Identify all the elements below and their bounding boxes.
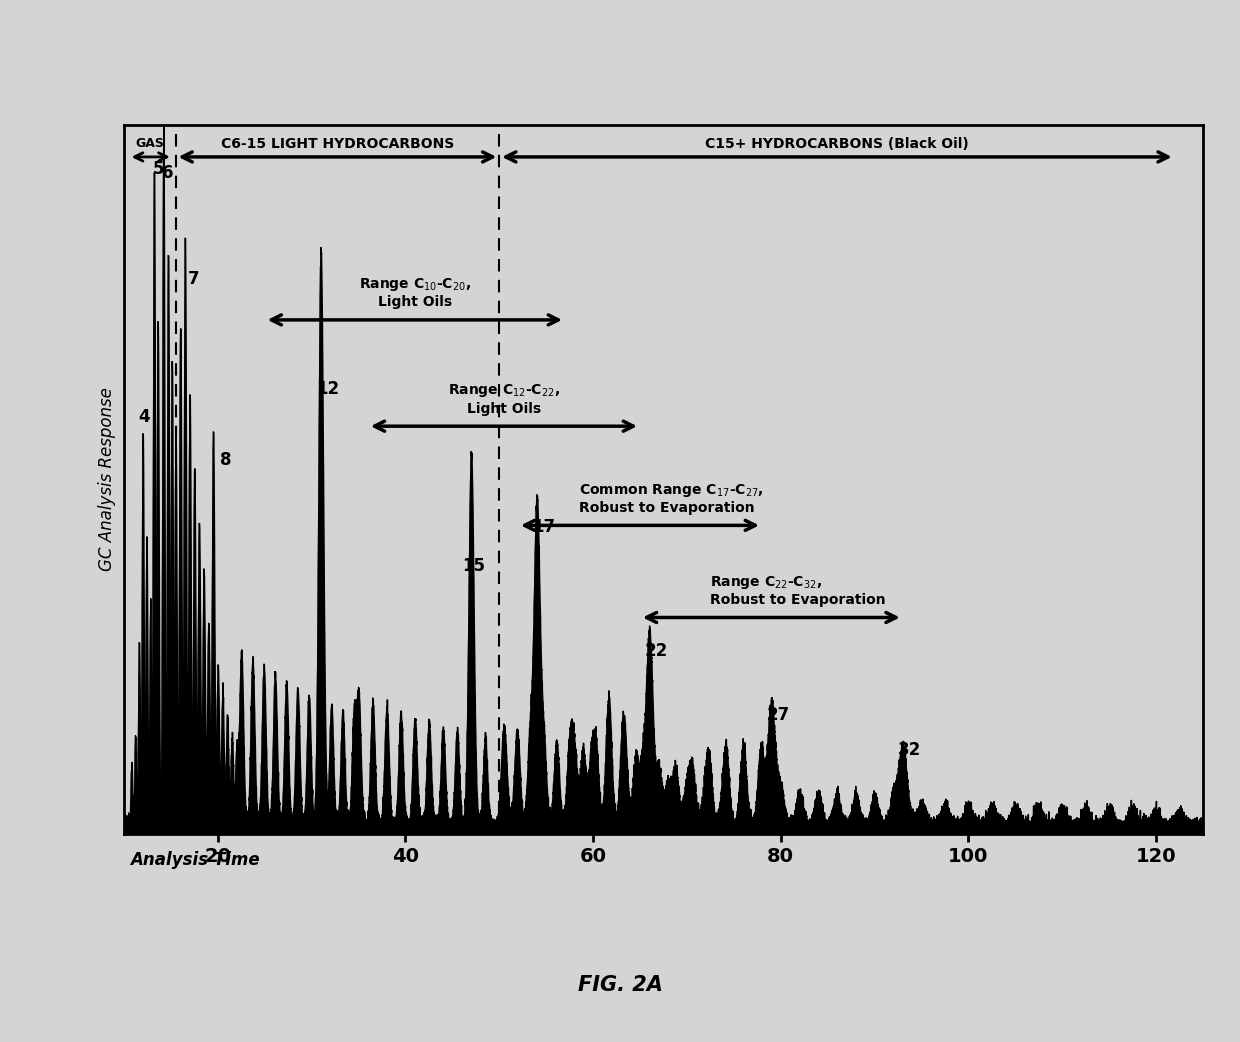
Text: C6-15 LIGHT HYDROCARBONS: C6-15 LIGHT HYDROCARBONS: [221, 138, 455, 151]
Text: 27: 27: [766, 705, 790, 724]
Text: 17: 17: [532, 518, 556, 536]
Text: FIG. 2A: FIG. 2A: [578, 974, 662, 995]
Text: Range C$_{12}$-C$_{22}$,
Light Oils: Range C$_{12}$-C$_{22}$, Light Oils: [448, 382, 560, 416]
Text: 22: 22: [645, 642, 668, 660]
Text: 4: 4: [138, 408, 150, 426]
Text: Common Range C$_{17}$-C$_{27}$,
Robust to Evaporation: Common Range C$_{17}$-C$_{27}$, Robust t…: [579, 481, 764, 515]
Text: C15+ HYDROCARBONS (Black Oil): C15+ HYDROCARBONS (Black Oil): [706, 138, 968, 151]
Text: 15: 15: [461, 557, 485, 575]
Y-axis label: GC Analysis Response: GC Analysis Response: [98, 388, 115, 571]
Text: 7: 7: [187, 270, 200, 288]
Text: 12: 12: [316, 380, 340, 398]
Text: Range C$_{10}$-C$_{20}$,
Light Oils: Range C$_{10}$-C$_{20}$, Light Oils: [358, 276, 471, 309]
Text: 6: 6: [162, 164, 174, 181]
Text: Range C$_{22}$-C$_{32}$,
Robust to Evaporation: Range C$_{22}$-C$_{32}$, Robust to Evapo…: [711, 574, 885, 606]
Text: 5: 5: [153, 160, 165, 178]
Text: 8: 8: [219, 451, 231, 469]
Text: 32: 32: [898, 741, 921, 760]
Text: Analysis Time: Analysis Time: [130, 850, 260, 869]
Text: GAS: GAS: [136, 137, 165, 150]
